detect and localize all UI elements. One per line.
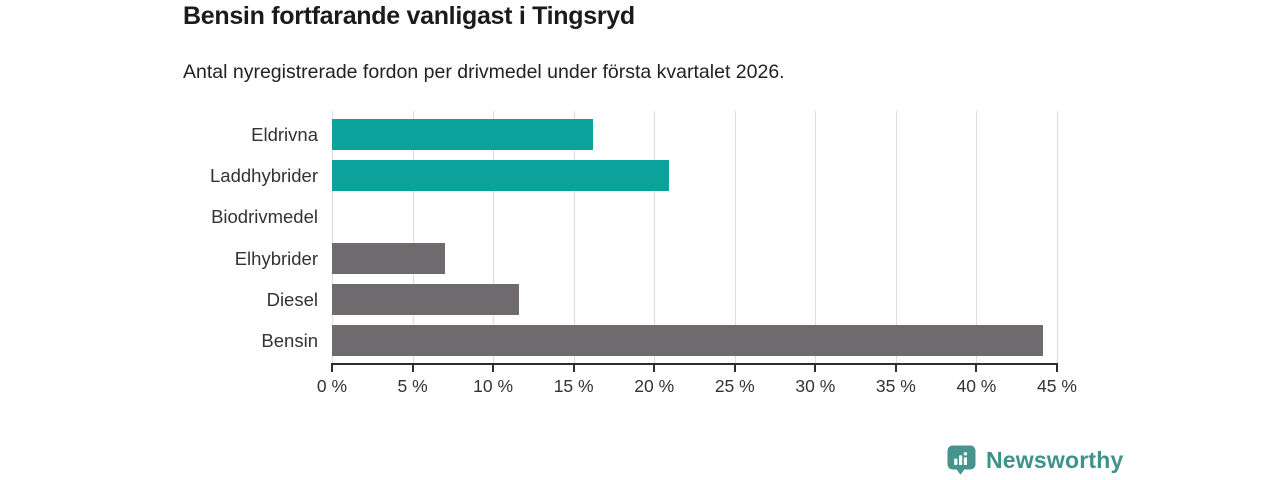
x-axis-label-15: 15 % (553, 376, 594, 396)
bar-diesel (332, 283, 519, 315)
x-axis-tick-10 (492, 365, 495, 372)
gridline-25 (734, 111, 736, 363)
gridline-15 (573, 111, 575, 363)
gridline-5 (412, 111, 414, 363)
x-axis-label-40: 40 % (956, 376, 997, 396)
x-axis-tick-0 (331, 365, 333, 372)
x-axis-label-0: 0 % (316, 376, 348, 396)
x-axis-label-20: 20 % (634, 376, 675, 396)
x-axis-tick-40 (975, 365, 978, 372)
x-axis-tick-25 (733, 365, 736, 372)
chart-title: Bensin fortfarande vanligast i Tingsryd (183, 2, 635, 30)
newsworthy-wordmark: Newsworthy (986, 446, 1124, 473)
chart-subtitle: Antal nyregistrerade fordon per drivmede… (183, 61, 785, 83)
x-axis-label-30: 30 % (795, 376, 836, 396)
newsworthy-logo: Newsworthy (946, 444, 1123, 476)
gridline-35 (895, 111, 897, 363)
x-axis-label-5: 5 % (397, 376, 428, 396)
x-axis-line (331, 363, 1058, 365)
x-axis-tick-20 (653, 365, 656, 372)
gridline-30 (815, 111, 817, 363)
gridline-40 (976, 111, 978, 363)
x-axis-label-35: 35 % (875, 376, 916, 396)
x-axis-tick-45 (1056, 365, 1058, 372)
gridline-0 (332, 111, 333, 363)
bar-bensin (332, 325, 1043, 356)
category-label-bensin: Bensin (261, 330, 318, 351)
category-label-laddhybrider: Laddhybrider (210, 165, 318, 187)
category-label-elhybrider: Elhybrider (234, 247, 318, 269)
gridline-10 (493, 111, 495, 363)
gridline-45 (1057, 111, 1058, 363)
x-axis-tick-5 (411, 365, 414, 372)
category-label-diesel: Diesel (266, 288, 318, 310)
x-axis-label-25: 25 % (714, 376, 755, 396)
x-axis-tick-15 (572, 365, 575, 372)
bar-elhybrider (332, 242, 445, 274)
bar-chart-plot-area: Eldrivna Laddhybrider Biodrivmedel Elhybrid… (0, 111, 1280, 411)
bar-eldrivna (332, 119, 593, 150)
x-axis-tick-30 (814, 365, 817, 372)
x-axis-label-10: 10 % (473, 376, 514, 396)
x-axis-label-45: 45 % (1037, 376, 1077, 396)
bar-laddhybrider (332, 160, 669, 192)
category-label-eldrivna: Eldrivna (251, 124, 318, 145)
gridline-20 (654, 111, 656, 363)
category-label-biodrivmedel: Biodrivmedel (211, 206, 318, 228)
newsworthy-icon (947, 445, 976, 475)
x-axis-tick-35 (894, 365, 897, 372)
